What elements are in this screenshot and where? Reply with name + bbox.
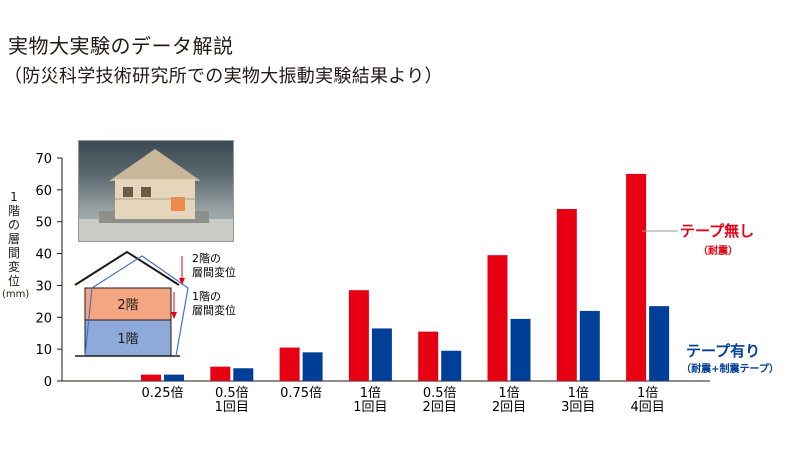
y-axis-label-char: 1 xyxy=(10,190,18,204)
y-tick-label: 20 xyxy=(35,311,52,326)
y-tick-label: 60 xyxy=(35,184,52,199)
bar-tape xyxy=(510,318,531,381)
bar-tape xyxy=(302,352,323,381)
bar-tape xyxy=(579,310,600,381)
bar-no-tape xyxy=(556,208,577,381)
bar-tape xyxy=(649,306,670,381)
floor-diagram: 2階 1階 2階の 層間変位 1階の 層間変位 xyxy=(74,250,236,357)
y-axis-label-char: 位 xyxy=(7,274,20,288)
x-tick-label: 2回目 xyxy=(492,400,526,415)
bar-no-tape xyxy=(487,255,508,381)
page-subtitle: （防災科学技術研究所での実物大振動実験結果より） xyxy=(4,66,443,87)
y-tick-label: 0 xyxy=(44,375,52,390)
x-tick-label: 1倍 xyxy=(498,386,519,401)
x-tick-label: 0.5倍 xyxy=(423,386,457,401)
x-tick-label: 0.75倍 xyxy=(280,386,322,401)
y-axis-label-char: (mm) xyxy=(2,289,30,300)
bar-tape xyxy=(233,368,254,381)
bar-no-tape xyxy=(626,173,647,381)
y-axis-label-char: の xyxy=(7,218,20,232)
x-tick-label: 0.5倍 xyxy=(215,386,249,401)
legend-tape: テープ有り xyxy=(686,342,760,360)
floor2-label: 2階 xyxy=(117,298,138,313)
bar-no-tape xyxy=(279,347,300,381)
y-axis-label-char: 変 xyxy=(7,260,20,274)
x-tick-label: 3回目 xyxy=(561,400,595,415)
legend-no-tape-sub: （耐震） xyxy=(698,244,738,257)
drift1-label-1: 1階の xyxy=(192,289,221,303)
page-title: 実物大実験のデータ解説 xyxy=(8,34,234,58)
x-tick-label: 4回目 xyxy=(630,400,664,415)
bar-tape xyxy=(164,374,184,381)
house-photo-icon xyxy=(78,140,234,242)
bar-no-tape xyxy=(210,366,231,381)
floor2-box xyxy=(84,287,172,321)
bar-tape xyxy=(371,328,392,381)
bar-no-tape xyxy=(348,290,369,381)
roof-line xyxy=(74,250,180,286)
y-axis-label: 1 階の層間変位 (mm) xyxy=(2,190,30,302)
y-axis-label-char: 間 xyxy=(7,246,20,260)
y-tick-label: 40 xyxy=(35,248,52,263)
drift2-label-2: 層間変位 xyxy=(192,265,236,279)
x-tick-label: 1回目 xyxy=(353,400,387,415)
y-tick-label: 10 xyxy=(35,343,52,358)
x-tick-label: 1倍 xyxy=(637,386,658,401)
drift1-label-2: 層間変位 xyxy=(192,303,236,317)
x-tick-label: 1回目 xyxy=(215,400,249,415)
x-tick-label: 1倍 xyxy=(360,386,381,401)
deformed-outline xyxy=(84,255,189,357)
x-tick-label: 2回目 xyxy=(423,400,457,415)
y-tick-label: 70 xyxy=(35,152,52,167)
legend-no-tape: テープ無し xyxy=(680,222,754,240)
bars xyxy=(141,173,670,381)
drift2-label-1: 2階の xyxy=(192,251,221,265)
x-tick-label: 1倍 xyxy=(568,386,589,401)
x-tick-label: 0.25倍 xyxy=(142,386,184,401)
y-tick-label: 50 xyxy=(35,216,52,231)
y-axis-label-char: 層 xyxy=(7,232,20,246)
floor1-label: 1階 xyxy=(117,332,138,347)
y-tick-label: 30 xyxy=(35,279,52,294)
bar-no-tape xyxy=(418,331,439,381)
bar-tape xyxy=(441,350,462,381)
y-axis-label-char: 階 xyxy=(7,204,20,218)
y-ticks: 0 10 20 30 40 50 60 70 xyxy=(35,152,62,390)
legend-tape-sub: （耐震+制震テープ） xyxy=(681,362,779,375)
bar-no-tape xyxy=(141,374,161,381)
